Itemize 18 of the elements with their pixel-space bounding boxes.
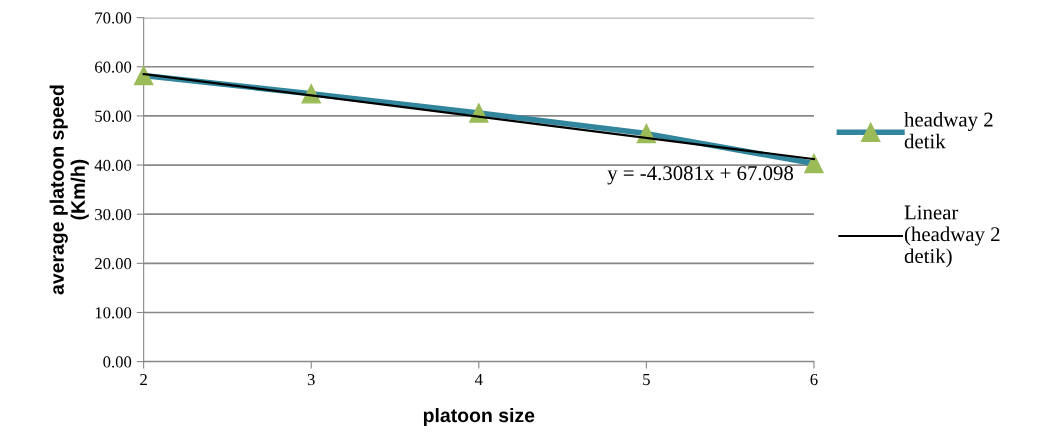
- y-tick-label: 40.00: [94, 159, 132, 172]
- y-tick-label: 60.00: [95, 61, 132, 73]
- annotation: y = -4.3081x + 67.098: [607, 166, 794, 185]
- x-tick-label: 2: [140, 373, 147, 385]
- y-tick-label: 30.00: [95, 208, 132, 221]
- y-tick-label: 50.00: [95, 110, 132, 122]
- legend-label: Linear (headway 2 detik): [904, 205, 1000, 268]
- y-tick-label: 20.00: [95, 258, 132, 270]
- x-tick-label: 4: [474, 374, 483, 385]
- legend-label: headway 2 detik: [904, 111, 993, 149]
- x-tick-label: 3: [307, 373, 315, 386]
- x-axis-title: platoon size: [423, 407, 535, 427]
- x-tick-label: 6: [810, 373, 818, 386]
- y-axis-title: average platoon speed (Km/h): [49, 85, 89, 295]
- y-tick-label: 10.00: [95, 307, 132, 319]
- x-tick-label: 5: [643, 374, 650, 386]
- y-tick-label: 0.00: [103, 356, 132, 368]
- y-tick-label: 70.00: [95, 12, 132, 24]
